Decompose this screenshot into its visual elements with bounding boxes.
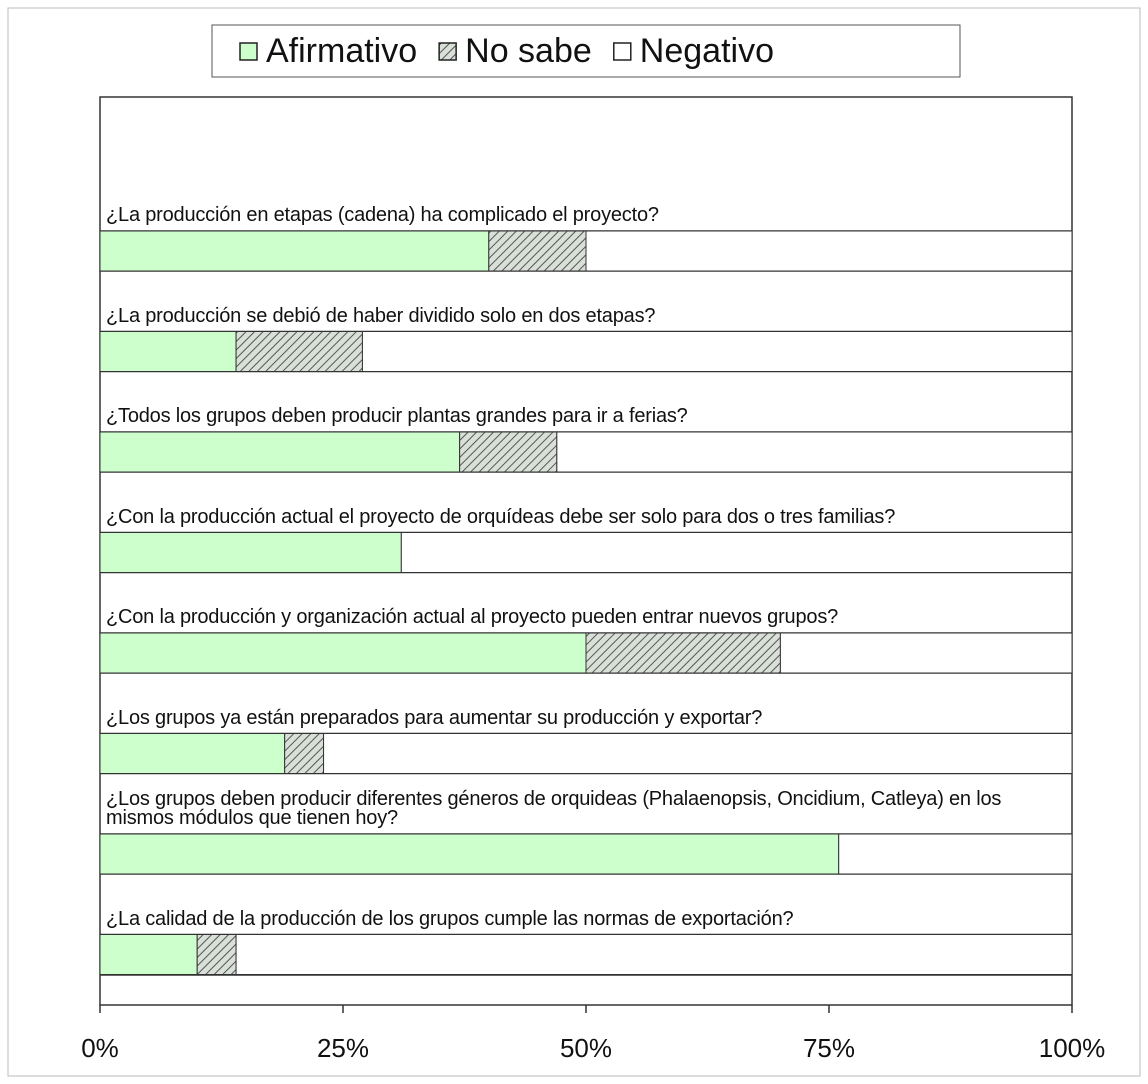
bar-segment (323, 733, 1073, 774)
bar-segment (99, 331, 237, 372)
x-tick-label: 100% (1039, 1033, 1106, 1063)
legend-label: No sabe (465, 32, 592, 70)
legend-label: Afirmativo (266, 32, 417, 70)
x-tick-label: 50% (560, 1033, 612, 1063)
bar-segment (838, 833, 1073, 875)
bar-segment (779, 632, 1073, 674)
legend-swatch (613, 42, 632, 61)
bar-segment (556, 431, 1073, 473)
question-label: ¿Los grupos deben producir diferentes gé… (106, 788, 1002, 829)
bar-segment (99, 733, 286, 774)
bar-segment (585, 230, 1073, 272)
bar-segment (99, 632, 587, 674)
x-tick-label: 75% (803, 1033, 855, 1063)
bar-segment (459, 431, 558, 473)
x-tick-label: 25% (317, 1033, 369, 1063)
legend-label: Negativo (640, 32, 774, 70)
bar-segment (284, 733, 325, 774)
legend-box (211, 24, 961, 78)
bar-segment (488, 230, 587, 272)
x-tick-label: 0% (81, 1033, 119, 1063)
bar-segment (361, 331, 1073, 372)
bar-segment (235, 331, 363, 372)
question-label: ¿La calidad de la producción de los grup… (106, 907, 794, 930)
bar-segment (99, 532, 402, 573)
frame (7, 7, 1141, 1077)
question-label: ¿La producción en etapas (cadena) ha com… (106, 204, 659, 226)
legend-swatch (438, 42, 457, 61)
bar-segment (99, 431, 461, 473)
question-label: ¿Todos los grupos deben producir plantas… (106, 405, 688, 427)
bar-segment (400, 532, 1073, 573)
bar-segment (99, 833, 840, 875)
question-label: ¿La producción se debió de haber dividid… (106, 304, 656, 327)
question-label: ¿Los grupos ya están preparados para aum… (106, 706, 763, 729)
bar-segment (585, 632, 781, 674)
bar-segment (99, 230, 490, 272)
legend-swatch (239, 42, 258, 61)
question-label: ¿Con la producción y organización actual… (106, 606, 839, 628)
question-label: ¿Con la producción actual el proyecto de… (106, 505, 896, 528)
bar-segment (99, 934, 198, 975)
bar-segment (196, 934, 237, 975)
bar-segment (235, 934, 1073, 975)
